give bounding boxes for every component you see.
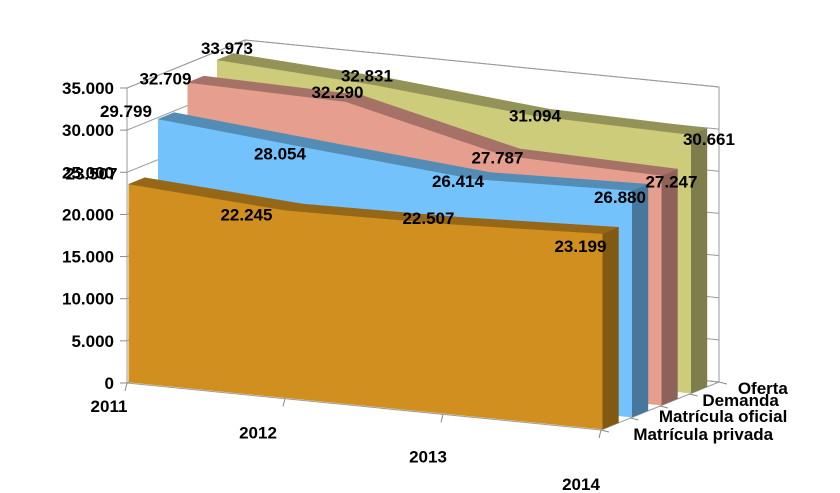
y-tick-label: 25.000 <box>62 163 114 182</box>
series-name-matricula-privada: Matrícula privada <box>633 425 773 444</box>
data-labels: 33.973 32.831 31.094 30.661 32.709 32.290 27.7… <box>65 39 735 256</box>
data-label: 27.787 <box>471 149 523 168</box>
depth-tick-mark <box>689 393 698 397</box>
data-label: 26.414 <box>432 172 485 191</box>
y-tick-label: 30.000 <box>62 121 114 140</box>
series-name-matricula-oficial: Matrícula oficial <box>659 407 787 426</box>
data-label: 29.799 <box>100 102 152 121</box>
depth-tick-mark <box>718 381 728 385</box>
x-tick-mark <box>440 414 444 423</box>
x-tick-mark <box>282 398 286 407</box>
data-label: 23.199 <box>554 237 606 256</box>
y-tick-label: 20.000 <box>62 205 114 224</box>
x-tick-mark <box>598 429 602 439</box>
series-front-face <box>128 184 603 430</box>
series-layer <box>127 53 709 430</box>
depth-tick-mark <box>600 429 610 433</box>
series-end-cap <box>691 128 708 394</box>
depth-tick-mark <box>630 417 639 421</box>
y-axis: 0 5.000 10.000 15.000 20.000 25.000 30.000 35.0… <box>62 79 127 393</box>
data-label: 22.245 <box>220 206 272 225</box>
series-end-cap <box>661 169 678 406</box>
data-label: 32.831 <box>341 66 393 85</box>
gridline <box>126 39 720 89</box>
data-label: 30.661 <box>683 130 735 149</box>
x-tick-label-2013: 2013 <box>409 447 447 466</box>
y-tick-label: 10.000 <box>62 290 114 309</box>
series-matricula-privada <box>127 177 619 430</box>
series-name-demanda: Demanda <box>702 391 779 410</box>
data-label: 32.709 <box>139 70 191 89</box>
x-axis: 2011 2012 2013 2014 <box>91 382 602 493</box>
data-label: 26.880 <box>594 188 646 207</box>
data-label: 23.507 <box>65 164 117 183</box>
x-tick-label-2011: 2011 <box>91 397 128 416</box>
x-tick-label-2012: 2012 <box>239 424 277 443</box>
y-tick-label: 5.000 <box>71 332 114 351</box>
depth-tick-mark <box>659 405 669 409</box>
y-tick-label: 0 <box>105 374 114 393</box>
data-label: 28.054 <box>254 145 307 164</box>
y-tick-label: 15.000 <box>62 248 114 267</box>
data-label: 22.507 <box>402 209 454 228</box>
x-tick-label-2014: 2014 <box>562 475 600 493</box>
data-label: 33.973 <box>201 39 253 58</box>
data-label: 32.290 <box>311 83 363 102</box>
x-tick-mark <box>124 382 128 392</box>
series-end-cap <box>602 227 619 430</box>
series-name-oferta: Oferta <box>738 379 789 398</box>
y-tick-label: 35.000 <box>62 79 114 98</box>
data-label: 27.247 <box>645 173 697 192</box>
data-label: 31.094 <box>509 107 562 126</box>
series-end-cap <box>632 184 649 418</box>
